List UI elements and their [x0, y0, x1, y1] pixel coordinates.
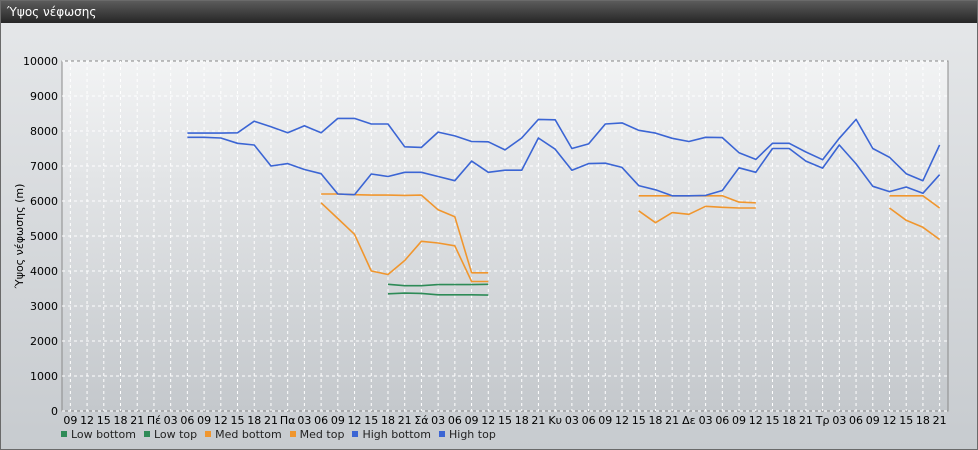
- x-tick-label: Πα: [280, 414, 296, 427]
- x-tick-label: 06: [314, 414, 328, 427]
- x-tick-label: 03: [297, 414, 311, 427]
- series-line-low-bottom: [387, 292, 489, 296]
- y-tick-label: 1000: [30, 370, 58, 383]
- series-lines: [187, 117, 941, 296]
- legend-item-high-bottom[interactable]: High bottom: [352, 428, 431, 441]
- legend-item-med-top[interactable]: Med top: [289, 427, 345, 441]
- legend-swatch-high-bottom: [352, 431, 359, 437]
- x-tick-label: Σά: [414, 414, 428, 427]
- x-tick-label: Δε: [682, 414, 696, 427]
- x-tick-label: Πέ: [147, 414, 161, 427]
- series-line-low-top: [387, 283, 489, 287]
- x-tick-label: 15: [765, 414, 779, 427]
- legend-label-high-top: High top: [449, 427, 496, 441]
- series-line-med-bottom: [638, 205, 756, 224]
- window-title: Ύψος νέφωσης: [7, 5, 97, 19]
- x-tick-label: 09: [866, 414, 880, 427]
- y-tick-label: 9000: [30, 90, 58, 103]
- x-tick-label: 21: [531, 414, 545, 427]
- legend-item-high-top[interactable]: High top: [439, 428, 496, 441]
- x-axis-ticks: 09 12 15 18 21 Πέ 03 06 09 12 15 18 21 Πα 03 06 09 12 15 18…: [63, 414, 946, 427]
- x-tick-label: 09: [197, 414, 211, 427]
- x-tick-label: Τρ: [815, 414, 830, 427]
- series-line-med-bottom: [320, 202, 489, 283]
- y-tick-label: 7000: [30, 160, 58, 173]
- x-tick-label: 15: [632, 414, 646, 427]
- x-tick-label: 21: [130, 414, 144, 427]
- x-tick-label: 09: [331, 414, 345, 427]
- x-tick-label: 03: [565, 414, 579, 427]
- x-tick-label: 06: [180, 414, 194, 427]
- x-tick-label: 15: [364, 414, 378, 427]
- title-bar: Ύψος νέφωσης: [1, 1, 977, 23]
- legend-label-med-bottom: Med bottom: [215, 427, 282, 441]
- x-tick-label: 03: [164, 414, 178, 427]
- series-line-high-bottom: [187, 136, 941, 197]
- x-tick-label: 18: [515, 414, 529, 427]
- y-tick-label: 8000: [30, 125, 58, 138]
- series-line-med-bottom: [889, 207, 941, 241]
- y-tick-label: 2000: [30, 335, 58, 348]
- x-tick-label: 18: [916, 414, 930, 427]
- x-tick-label: 03: [699, 414, 713, 427]
- y-axis-ticks: 0 1000 2000 3000 4000 5000 6000 7000 8000 9000 100…: [23, 55, 58, 418]
- legend-label-high-bottom: High bottom: [362, 427, 431, 441]
- y-tick-label: 10000: [23, 55, 58, 68]
- x-tick-label: Κυ: [548, 414, 562, 427]
- series-line-high-top: [187, 117, 941, 182]
- legend-swatch-med-top: [289, 431, 296, 437]
- x-tick-label: 21: [799, 414, 813, 427]
- x-tick-label: 06: [849, 414, 863, 427]
- x-tick-label: 15: [231, 414, 245, 427]
- x-tick-label: 12: [214, 414, 228, 427]
- legend-item-low-top[interactable]: Low top: [143, 427, 198, 441]
- x-tick-label: 18: [114, 414, 128, 427]
- x-tick-label: 12: [615, 414, 629, 427]
- x-tick-label: 18: [381, 414, 395, 427]
- y-tick-label: 6000: [30, 195, 58, 208]
- legend-swatch-high-top: [439, 431, 445, 437]
- legend-label-low-bottom: Low bottom: [71, 427, 136, 441]
- x-tick-label: 21: [398, 414, 412, 427]
- legend-label-med-top: Med top: [299, 427, 345, 441]
- y-axis-label: Ύψος νέφωσης (m): [13, 184, 26, 290]
- legend-label-low-top: Low top: [153, 427, 198, 441]
- legend: Low bottom Low top Med bottom Med top Hi…: [61, 427, 504, 441]
- x-tick-label: 15: [498, 414, 512, 427]
- y-tick-label: 3000: [30, 300, 58, 313]
- x-tick-label: 12: [481, 414, 495, 427]
- legend-swatch-low-bottom: [61, 431, 67, 437]
- legend-swatch-med-bottom: [205, 431, 212, 437]
- x-tick-label: 09: [598, 414, 612, 427]
- y-tick-label: 0: [51, 405, 58, 418]
- y-tick-label: 4000: [30, 265, 58, 278]
- x-tick-label: 15: [899, 414, 913, 427]
- x-tick-label: 21: [264, 414, 278, 427]
- x-tick-label: 18: [782, 414, 796, 427]
- x-tick-label: 06: [715, 414, 729, 427]
- x-tick-label: 12: [749, 414, 763, 427]
- x-tick-label: 21: [665, 414, 679, 427]
- x-tick-label: 09: [465, 414, 479, 427]
- y-tick-label: 5000: [30, 230, 58, 243]
- x-tick-label: 21: [933, 414, 947, 427]
- x-tick-label: 09: [732, 414, 746, 427]
- x-tick-label: 12: [348, 414, 362, 427]
- series-line-med-top: [889, 195, 941, 209]
- x-tick-label: 03: [431, 414, 445, 427]
- legend-item-low-bottom[interactable]: Low bottom: [61, 428, 136, 441]
- x-tick-label: 12: [80, 414, 94, 427]
- x-tick-label: 15: [97, 414, 111, 427]
- legend-swatch-low-top: [143, 431, 150, 437]
- x-tick-label: 06: [448, 414, 462, 427]
- x-tick-label: 06: [582, 414, 596, 427]
- x-tick-label: 18: [247, 414, 261, 427]
- x-tick-label: 03: [832, 414, 846, 427]
- x-tick-label: 12: [882, 414, 896, 427]
- legend-item-med-bottom[interactable]: Med bottom: [205, 428, 282, 441]
- x-tick-label: 09: [63, 414, 77, 427]
- cloud-height-chart: 0 1000 2000 3000 4000 5000 6000 7000 8000 9000 100…: [13, 55, 949, 427]
- x-tick-label: 18: [648, 414, 662, 427]
